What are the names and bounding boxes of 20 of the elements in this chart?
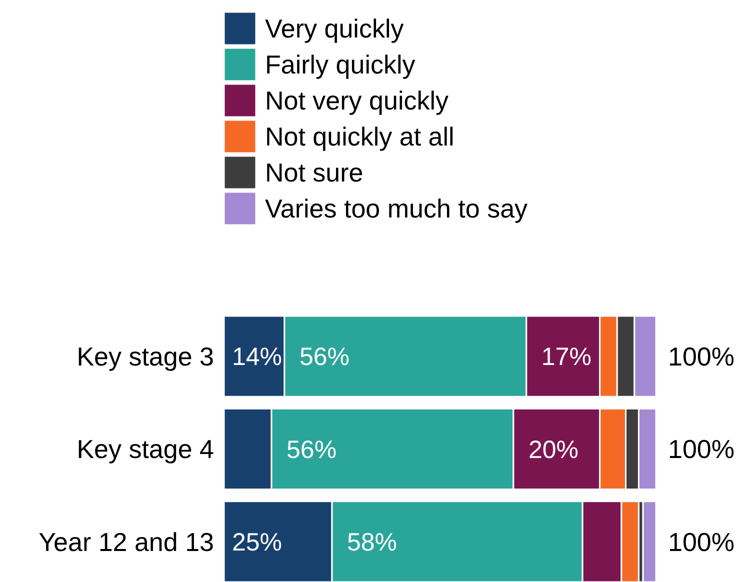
data-label: 17% bbox=[541, 343, 592, 372]
data-label: 20% bbox=[528, 436, 578, 464]
data-label: 56% bbox=[286, 436, 337, 464]
total-label: 100% bbox=[668, 434, 734, 464]
legend-label: Very quickly bbox=[265, 14, 404, 44]
y-tick-label: Year 12 and 13 bbox=[38, 526, 214, 557]
legend-label: Not very quickly bbox=[265, 86, 448, 116]
legend-label: Not quickly at all bbox=[265, 122, 454, 152]
data-label: 25% bbox=[232, 528, 282, 556]
legend-label: Varies too much to say bbox=[265, 194, 528, 224]
legend-label: Fairly quickly bbox=[265, 50, 416, 80]
total-label: 100% bbox=[668, 341, 734, 372]
y-tick-label: Key stage 3 bbox=[76, 341, 214, 372]
total-label: 100% bbox=[668, 526, 734, 557]
data-label: 14% bbox=[232, 343, 282, 372]
bar bbox=[642, 500, 657, 582]
legend-label: Not sure bbox=[265, 158, 364, 188]
y-tick-label: Key stage 4 bbox=[76, 434, 214, 464]
data-label: 58% bbox=[347, 528, 398, 556]
data-label: 56% bbox=[299, 343, 350, 372]
